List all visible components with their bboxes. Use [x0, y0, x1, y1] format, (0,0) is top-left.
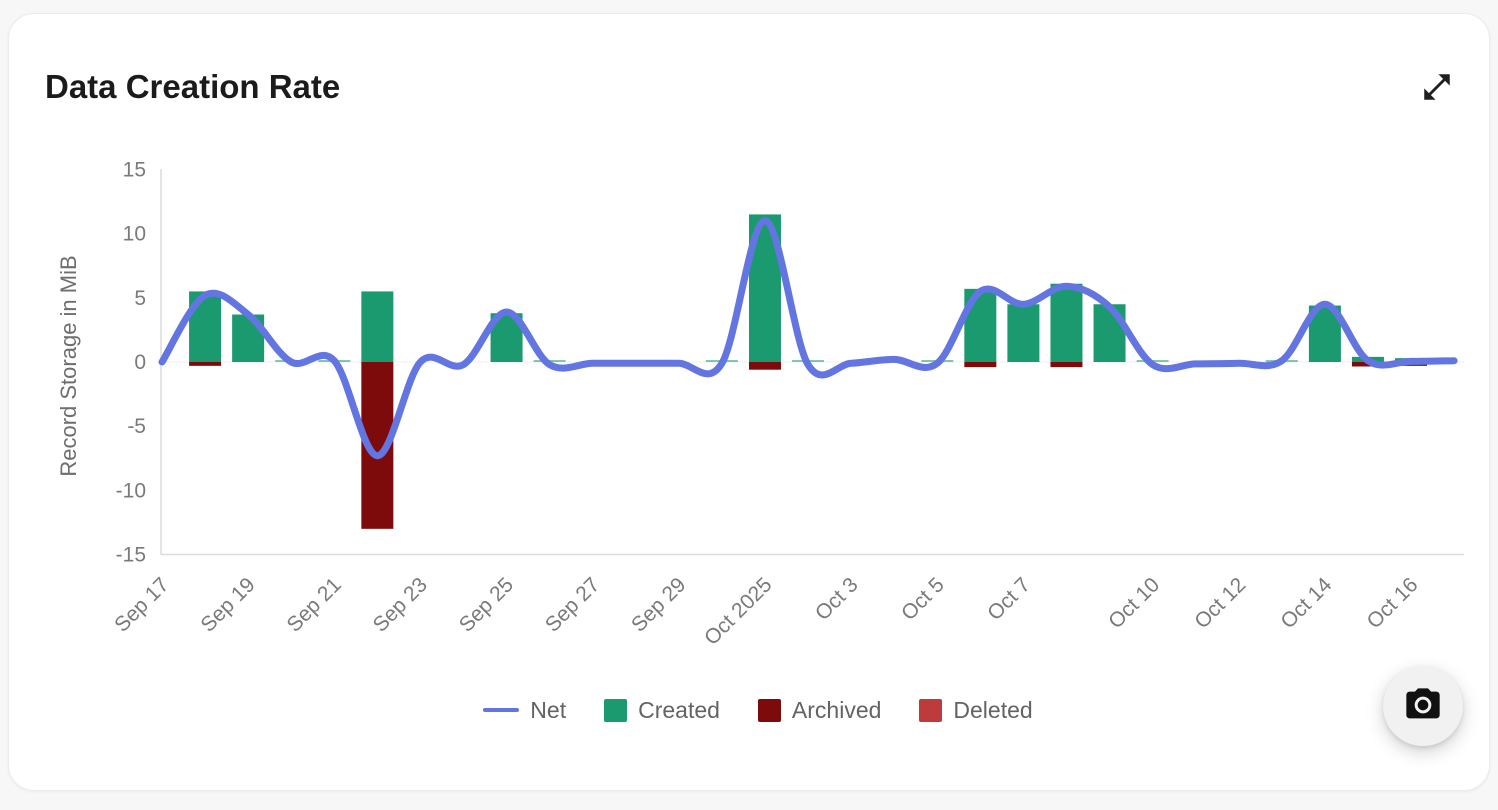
expand-diagonal-arrows-icon — [1420, 73, 1454, 107]
svg-text:Oct 3: Oct 3 — [811, 573, 863, 625]
svg-text:Oct 14: Oct 14 — [1276, 573, 1336, 633]
chart-card: Data Creation Rate 15 10 5 0 -5 -10 -15 Record … — [8, 13, 1490, 791]
chart-plot-area[interactable]: 15 10 5 0 -5 -10 -15 Record Storage in MiB Sep 1… — [9, 154, 1498, 684]
svg-text:-15: -15 — [116, 543, 146, 566]
svg-text:Sep 19: Sep 19 — [196, 573, 259, 636]
svg-text:Oct 16: Oct 16 — [1363, 573, 1423, 633]
svg-text:5: 5 — [134, 287, 146, 310]
svg-text:Record Storage in MiB: Record Storage in MiB — [56, 255, 81, 476]
legend-item-archived[interactable]: Archived — [757, 696, 882, 724]
svg-text:Sep 21: Sep 21 — [282, 573, 345, 636]
svg-text:-5: -5 — [127, 415, 146, 438]
camera-icon — [1403, 685, 1443, 728]
expand-fullscreen-button[interactable] — [1417, 68, 1457, 108]
legend-label-created: Created — [638, 696, 720, 723]
svg-text:Sep 25: Sep 25 — [455, 573, 518, 636]
legend-label-net: Net — [530, 696, 567, 723]
net-line-marker — [483, 708, 520, 712]
deleted-square-marker — [919, 698, 943, 722]
chart-legend: Net Created Archived Deleted — [9, 690, 1498, 730]
svg-text:10: 10 — [123, 223, 146, 246]
legend-item-created[interactable]: Created — [604, 697, 720, 724]
svg-text:Oct 7: Oct 7 — [983, 573, 1035, 625]
svg-text:Sep 17: Sep 17 — [110, 573, 173, 636]
svg-text:Sep 29: Sep 29 — [627, 573, 690, 636]
data-creation-chart: 15 10 5 0 -5 -10 -15 Record Storage in MiB Sep 1… — [56, 159, 1464, 650]
page-title: Data Creation Rate — [45, 68, 341, 105]
created-square-marker — [604, 698, 628, 722]
legend-label-deleted: Deleted — [953, 696, 1033, 723]
screenshot-camera-button[interactable] — [1383, 666, 1463, 746]
svg-text:Oct 10: Oct 10 — [1104, 573, 1164, 633]
svg-text:0: 0 — [134, 351, 146, 374]
svg-text:Oct 5: Oct 5 — [897, 573, 949, 625]
legend-item-deleted[interactable]: Deleted — [919, 696, 1033, 724]
svg-text:Sep 27: Sep 27 — [541, 573, 604, 636]
svg-text:Oct 12: Oct 12 — [1190, 573, 1250, 633]
svg-text:15: 15 — [123, 159, 146, 182]
legend-item-net[interactable]: Net — [483, 697, 566, 724]
svg-text:Sep 23: Sep 23 — [369, 573, 432, 636]
svg-text:Oct 2025: Oct 2025 — [700, 573, 777, 650]
archived-square-marker — [757, 698, 781, 722]
svg-text:-10: -10 — [116, 479, 146, 502]
legend-label-archived: Archived — [791, 696, 882, 723]
